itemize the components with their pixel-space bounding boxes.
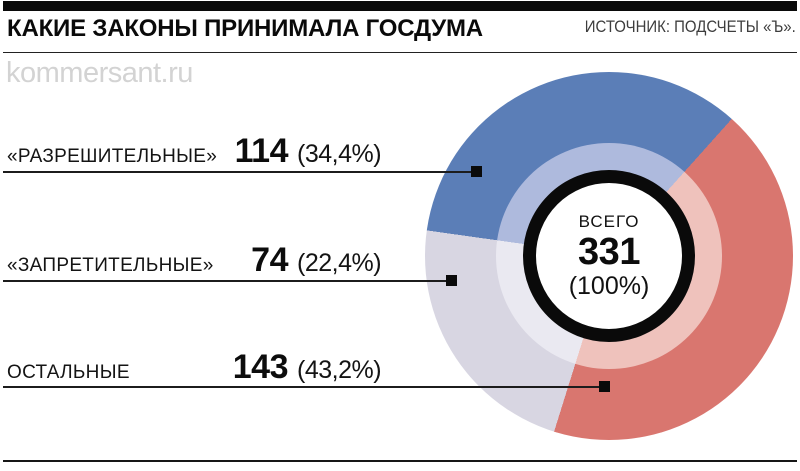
legend-row-others: ОСТАЛЬНЫЕ 143 (43,2%) (7, 348, 382, 386)
segment-label: ОСТАЛЬНЫЕ (7, 362, 130, 383)
top-bar-rule (3, 1, 797, 11)
segment-value: 143 (232, 348, 289, 386)
legend-row-permissive: «РАЗРЕШИТЕЛЬНЫЕ» 114 (34,4%) (7, 132, 382, 170)
donut-center: ВСЕГО 331 (100%) (523, 170, 695, 342)
marker-square-prohibitive (446, 275, 457, 286)
bottom-divider (3, 460, 797, 462)
header-divider (3, 52, 797, 53)
segment-label: «ЗАПРЕТИТЕЛЬНЫЕ» (7, 255, 214, 276)
marker-square-permissive (471, 166, 482, 177)
segment-percent: (43,2%) (297, 356, 382, 384)
legend-row-prohibitive: «ЗАПРЕТИТЕЛЬНЫЕ» 74 (22,4%) (7, 241, 382, 279)
segment-percent: (34,4%) (297, 140, 382, 168)
leader-line-permissive (3, 171, 482, 173)
marker-square-others (599, 381, 610, 392)
leader-line-prohibitive (3, 280, 452, 282)
center-label: ВСЕГО (578, 212, 640, 231)
site-watermark: kommersant.ru (6, 57, 193, 89)
source-note: ИСТОЧНИК: ПОДСЧЕТЫ «Ъ». (584, 17, 796, 36)
segment-value: 114 (234, 132, 289, 170)
leader-line-others (3, 386, 605, 388)
center-percent: (100%) (568, 272, 650, 300)
donut-chart: ВСЕГО 331 (100%) (425, 72, 793, 440)
segment-percent: (22,4%) (297, 249, 382, 277)
segment-value: 74 (251, 241, 288, 279)
segment-label: «РАЗРЕШИТЕЛЬНЫЕ» (7, 146, 218, 167)
center-total-value: 331 (578, 231, 640, 273)
page-title: КАКИЕ ЗАКОНЫ ПРИНИМАЛА ГОСДУМА (7, 15, 483, 42)
